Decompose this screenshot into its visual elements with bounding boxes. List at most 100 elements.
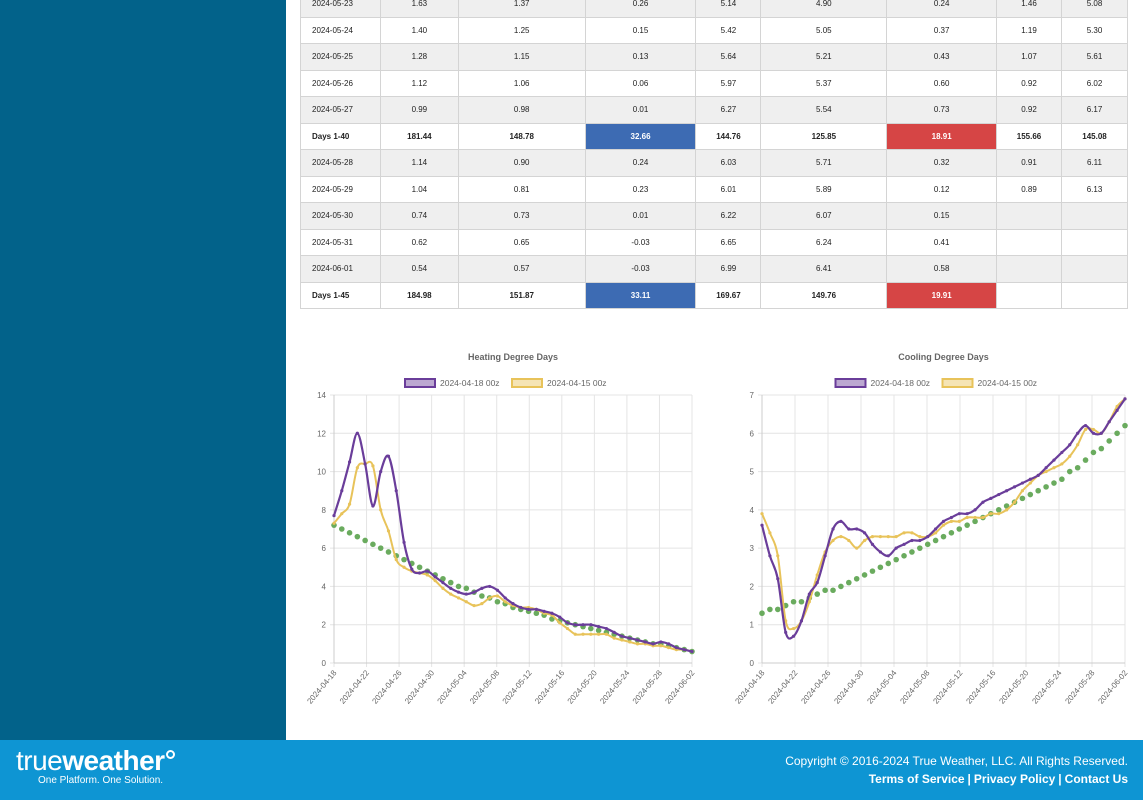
data-point bbox=[847, 527, 851, 531]
table-cell: 1.07 bbox=[996, 43, 1062, 71]
data-point bbox=[410, 567, 414, 571]
table-cell: 148.78 bbox=[457, 122, 586, 150]
data-point bbox=[651, 642, 655, 646]
table-cell: 5.54 bbox=[760, 96, 888, 124]
x-tick-label: 2024-04-18 bbox=[305, 668, 339, 706]
table-cell: 1.46 bbox=[996, 0, 1062, 18]
data-point bbox=[635, 638, 640, 642]
table-cell: 1.15 bbox=[457, 43, 586, 71]
data-point bbox=[682, 648, 686, 652]
data-point bbox=[862, 538, 867, 543]
legend-label[interactable]: 2024-04-15 00z bbox=[978, 378, 1038, 388]
data-point bbox=[479, 593, 485, 599]
degree-days-table: 2024-05-23 1.63 1.37 0.26 5.14 4.90 0.24 1.46 5.… bbox=[300, 0, 1129, 309]
y-tick-label: 1 bbox=[750, 621, 755, 630]
table-cell: 19.91 bbox=[886, 281, 998, 309]
data-point bbox=[340, 512, 344, 516]
data-point bbox=[902, 542, 906, 546]
table-row: 2024-05-23 1.63 1.37 0.26 5.14 4.90 0.24 1.46 5.… bbox=[300, 0, 1129, 18]
legend-label[interactable]: 2024-04-18 00z bbox=[440, 378, 500, 388]
data-point bbox=[894, 546, 898, 550]
y-tick-label: 6 bbox=[322, 544, 327, 553]
data-point bbox=[355, 466, 359, 470]
data-point bbox=[981, 500, 985, 504]
y-tick-label: 7 bbox=[750, 391, 755, 400]
data-point bbox=[949, 519, 953, 523]
x-tick-label: 2024-05-04 bbox=[865, 668, 899, 706]
data-point bbox=[934, 527, 938, 531]
data-point bbox=[759, 610, 765, 617]
data-point bbox=[926, 535, 930, 539]
table-row: 2024-05-24 1.40 1.25 0.15 5.42 5.05 0.37 1.19 5.… bbox=[300, 16, 1129, 44]
trueweather-logo[interactable]: trueweather One Platform. One Solution. bbox=[16, 746, 175, 786]
table-cell: 0.24 bbox=[584, 149, 697, 177]
table-cell: 1.19 bbox=[996, 16, 1062, 44]
legend-label[interactable]: 2024-04-15 00z bbox=[547, 378, 607, 388]
data-point bbox=[1083, 424, 1088, 428]
table-cell: 1.12 bbox=[379, 69, 459, 97]
data-point bbox=[1005, 489, 1009, 493]
data-point bbox=[767, 606, 773, 613]
data-point bbox=[965, 515, 969, 520]
contact-us-link[interactable]: Contact Us bbox=[1064, 772, 1128, 786]
data-point bbox=[447, 579, 454, 586]
data-point bbox=[830, 587, 836, 594]
table-cell: 33.11 bbox=[584, 281, 697, 309]
table-cell: 0.58 bbox=[886, 255, 998, 283]
table-cell: 0.24 bbox=[886, 0, 998, 18]
data-point bbox=[534, 607, 538, 611]
x-tick-label: 2024-05-16 bbox=[964, 668, 998, 706]
data-point bbox=[861, 572, 868, 578]
data-point bbox=[628, 636, 632, 640]
data-point bbox=[957, 512, 961, 516]
y-tick-label: 5 bbox=[750, 468, 755, 477]
terms-of-service-link[interactable]: Terms of Service bbox=[868, 772, 965, 786]
data-point bbox=[1020, 489, 1025, 493]
data-point bbox=[1052, 466, 1056, 470]
table-cell: 1.04 bbox=[379, 175, 459, 203]
data-point bbox=[628, 640, 632, 644]
data-point bbox=[862, 531, 867, 535]
table-cell: 0.12 bbox=[886, 175, 998, 203]
privacy-policy-link[interactable]: Privacy Policy bbox=[973, 772, 1056, 786]
data-point bbox=[604, 632, 608, 636]
table-cell: 6.41 bbox=[760, 255, 888, 283]
data-point bbox=[338, 526, 345, 532]
table-row: 2024-05-29 1.04 0.81 0.23 6.01 5.89 0.12 0.89 6.… bbox=[300, 175, 1129, 203]
data-point bbox=[565, 621, 570, 625]
data-point bbox=[815, 573, 819, 577]
table-cell: 5.30 bbox=[1060, 16, 1129, 44]
data-point bbox=[798, 598, 805, 605]
table-cell: 6.27 bbox=[695, 96, 762, 124]
table-cell: 0.74 bbox=[379, 202, 459, 230]
data-point bbox=[1020, 481, 1025, 485]
data-point bbox=[760, 512, 764, 516]
data-point bbox=[957, 519, 961, 523]
data-point bbox=[347, 460, 352, 464]
data-point bbox=[909, 549, 915, 555]
data-point bbox=[989, 512, 993, 516]
table-cell: 1.06 bbox=[457, 69, 586, 97]
data-point bbox=[776, 577, 780, 581]
data-point bbox=[981, 515, 985, 520]
table-cell-label: 2024-05-31 bbox=[300, 228, 381, 256]
data-point bbox=[604, 626, 608, 631]
y-tick-label: 8 bbox=[322, 506, 327, 515]
data-point bbox=[807, 592, 811, 596]
table-cell: 155.66 bbox=[996, 122, 1062, 150]
data-point bbox=[488, 596, 492, 600]
data-point bbox=[1044, 466, 1048, 470]
table-row: 2024-05-30 0.74 0.73 0.01 6.22 6.07 0.15 bbox=[300, 202, 1129, 230]
table-cell: -0.03 bbox=[584, 228, 697, 256]
table-cell: 0.89 bbox=[996, 175, 1062, 203]
table-total-row: Days 1-45 184.98 151.87 33.11 169.67 149.76 19… bbox=[300, 281, 1129, 309]
data-point bbox=[846, 579, 852, 586]
footer: trueweather One Platform. One Solution. … bbox=[0, 740, 1143, 800]
data-point bbox=[472, 603, 476, 608]
legend-label[interactable]: 2024-04-18 00z bbox=[871, 378, 931, 388]
data-point bbox=[1043, 484, 1049, 490]
data-point bbox=[354, 533, 361, 540]
table-cell-label: 2024-05-30 bbox=[300, 202, 381, 230]
table-total-row: Days 1-40 181.44 148.78 32.66 144.76 125.85 18… bbox=[300, 122, 1129, 150]
data-point bbox=[550, 611, 554, 615]
